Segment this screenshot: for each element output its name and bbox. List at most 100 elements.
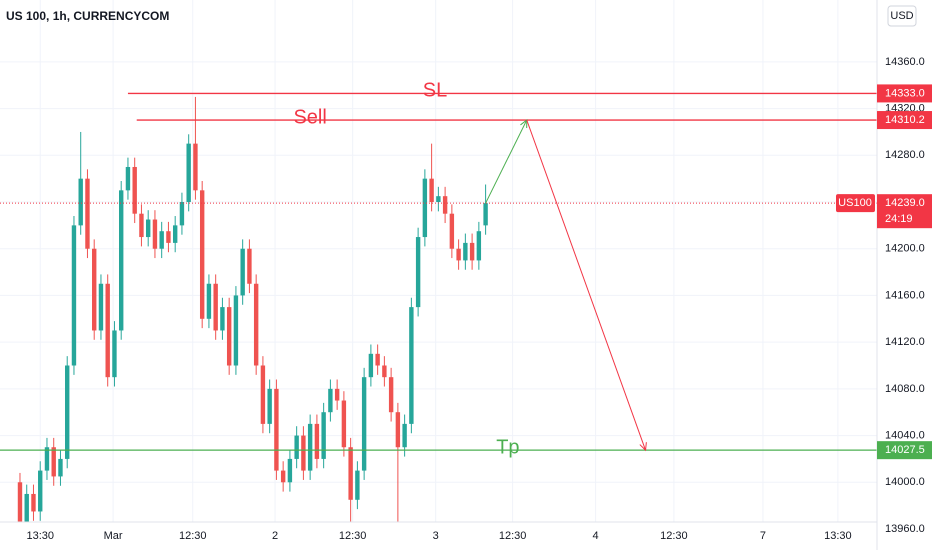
candle-body [361,377,367,471]
candle-body [193,143,198,191]
candle-body [422,178,428,238]
candle-body [260,365,266,424]
candle-body [274,388,279,471]
candle-body [199,190,205,319]
candle-body [436,196,441,203]
x-tick-label: Mar [104,530,123,542]
x-tick-label: 2 [272,530,278,542]
candle-body [476,231,482,261]
chart-title: US 100, 1h, CURRENCYCOM [6,9,169,23]
level-badge [877,111,932,130]
candle-body [449,213,455,249]
candle-body [125,166,131,191]
candle-body [17,482,23,522]
candle-body [442,196,448,214]
y-tick-label: 14200.0 [885,243,925,255]
candle-body [334,388,340,401]
candle-body [145,219,151,238]
candle-body [186,143,191,203]
candle-body [112,330,117,378]
candle-body [24,493,29,522]
time-axis [0,522,877,550]
level-badge [877,84,932,103]
current-price-badge [877,194,932,229]
candle-body [152,219,158,249]
candle-body [44,447,50,471]
x-tick-label: 12:30 [499,530,527,542]
symbol-label: US100 [838,197,872,209]
level-name: Tp [496,436,519,458]
candle-body [31,493,36,512]
y-tick-label: 14280.0 [885,149,925,161]
candle-body [159,231,164,249]
candle-body [321,412,326,459]
y-tick-label: 14360.0 [885,56,925,68]
y-tick-label: 14160.0 [885,289,925,301]
candle-body [294,435,299,459]
level-label: 14310.2 [885,114,925,126]
arrow [485,119,528,204]
candle-body [105,283,110,378]
x-tick-label: 13:30 [26,530,54,542]
candle-body [483,203,488,226]
candle-body [233,295,239,366]
candle-body [65,365,70,459]
arrow-head [639,442,647,452]
candle-body [166,231,171,243]
level-name: SL [423,80,447,102]
candle-body [307,423,313,471]
x-tick-label: 13:30 [824,530,852,542]
candle-body [247,248,252,284]
candle-body [78,178,83,226]
candle-body [38,470,43,512]
x-tick-label: 7 [760,530,766,542]
level-name: Sell [293,106,326,128]
candle-body [341,400,347,448]
candle-body [409,307,414,424]
candle-body [71,225,77,366]
candle-body [463,242,468,261]
candle-body [51,447,56,477]
currency[interactable]: USD [890,10,913,22]
x-tick-label: 12:30 [179,530,207,542]
level-label: 14027.5 [885,444,925,456]
candle-body [287,458,293,483]
candle-body [226,307,232,366]
candle-body [118,190,124,331]
currency-button[interactable] [887,5,917,27]
candle-body [98,283,104,331]
candle-body [429,178,434,203]
x-tick-label: 12:30 [339,530,367,542]
candle-body [240,248,245,296]
candle-body [314,423,320,459]
candle-body [206,283,212,319]
candle-body [355,470,360,500]
candle-body [388,377,394,413]
y-tick-label: 13960.0 [885,523,925,535]
y-tick-label: 14000.0 [885,476,925,488]
candle-body [139,213,144,238]
arrow-head [520,119,528,129]
x-tick-label: 3 [433,530,439,542]
candle-body [179,202,185,226]
candle-body [382,365,387,378]
x-tick-label: 12:30 [660,530,688,542]
candle-body [415,237,421,308]
candle-body [267,388,272,424]
candle-body [253,283,259,366]
candle-body [402,423,407,448]
candle-body [172,225,178,243]
candle-body [280,470,286,483]
candle-body [328,388,333,413]
y-tick-label: 14080.0 [885,383,925,395]
y-tick-label: 14120.0 [885,336,925,348]
candle-body [469,242,475,261]
current-price-label: 14239.0 [885,197,925,209]
symbol-badge [836,194,875,213]
y-tick-label: 14040.0 [885,429,925,441]
candle-body [85,178,90,249]
level-label: 14333.0 [885,87,925,99]
candle-body [132,166,137,214]
level-badge [877,441,932,460]
